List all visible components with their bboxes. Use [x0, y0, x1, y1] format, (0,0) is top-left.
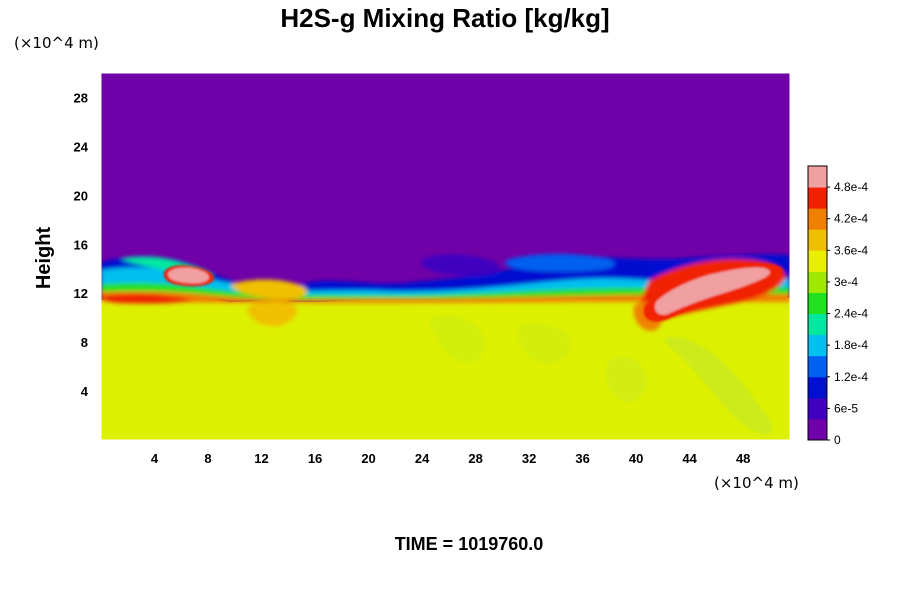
x-tick-label: 28	[468, 451, 482, 466]
x-tick-label: 12	[254, 451, 268, 466]
colorbar-tick-label: 1.2e-4	[834, 370, 868, 384]
y-unit-label: (×10^4 m)	[14, 34, 99, 52]
x-tick-label: 36	[575, 451, 589, 466]
colorbar-swatch	[808, 376, 827, 399]
x-tick-label: 24	[415, 451, 430, 466]
colorbar-tick-label: 4.8e-4	[834, 180, 868, 194]
colorbar-tick-label: 4.2e-4	[834, 212, 868, 226]
y-tick-label: 16	[74, 237, 88, 252]
colorbar-swatch	[808, 250, 827, 272]
colorbar-frame	[807, 165, 828, 441]
colorbar-tick-label: 6e-5	[834, 401, 858, 415]
colorbar-tick-label: 3e-4	[834, 275, 858, 289]
plume-right-core	[654, 267, 770, 315]
colorbar-swatch	[808, 292, 827, 315]
x-tick-label: 8	[204, 451, 211, 466]
x-unit-label: (×10^4 m)	[714, 474, 799, 492]
colorbar-swatch	[808, 271, 827, 293]
y-tick-label: 4	[81, 384, 89, 399]
plot-area	[101, 73, 790, 440]
y-tick-label: 20	[74, 188, 88, 203]
y-tick-label: 12	[74, 286, 88, 301]
x-tick-label: 32	[522, 451, 536, 466]
y-tick-label: 24	[74, 139, 89, 154]
x-tick-label: 4	[151, 451, 159, 466]
y-axis-title: Height	[33, 227, 55, 290]
y-tick-label: 8	[81, 335, 88, 350]
lower-layer-texture	[429, 315, 773, 435]
time-label: TIME = 1019760.0	[395, 534, 544, 554]
colorbar-swatch	[808, 229, 827, 251]
colorbar-swatch	[808, 208, 827, 230]
chart-title: H2S-g Mixing Ratio [kg/kg]	[280, 3, 609, 33]
colorbar-swatch	[808, 313, 827, 336]
colorbar-swatch	[808, 334, 827, 357]
colorbar: 0 6e-5 1.2e-4 1.8e-4 2.4e-4 3e-4 3.6e-4 4.2e-4 4…	[807, 165, 868, 447]
y-tick-label: 28	[74, 90, 88, 105]
x-tick-label: 40	[629, 451, 643, 466]
lower-layer	[101, 295, 790, 440]
colorbar-swatch	[808, 166, 827, 188]
colorbar-tick-label: 3.6e-4	[834, 243, 868, 257]
y-axis-ticks: 4 8 12 16 20 24 28	[74, 90, 89, 399]
plume-left-core	[167, 267, 209, 284]
x-axis-ticks: 4 8 12 16 20 24 28 32 36 40 44 48	[151, 451, 751, 466]
x-tick-label: 44	[682, 451, 697, 466]
colorbar-swatch	[808, 418, 827, 441]
x-tick-label: 48	[736, 451, 750, 466]
colorbar-swatch	[808, 397, 827, 420]
colorbar-swatch	[808, 187, 827, 209]
plumes	[163, 263, 783, 322]
colorbar-tick-label: 0	[834, 433, 841, 447]
colorbar-tick-label: 2.4e-4	[834, 307, 868, 321]
colorbar-swatch	[808, 355, 827, 378]
plot-frame	[100, 72, 791, 441]
x-tick-label: 16	[308, 451, 322, 466]
colorbar-tick-label: 1.8e-4	[834, 338, 868, 352]
x-tick-label: 20	[361, 451, 375, 466]
